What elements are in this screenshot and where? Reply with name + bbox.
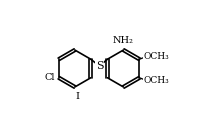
- Text: S: S: [96, 61, 103, 71]
- Text: OCH₃: OCH₃: [144, 52, 169, 61]
- Text: I: I: [76, 92, 80, 102]
- Text: Cl: Cl: [44, 73, 55, 82]
- Text: NH₂: NH₂: [113, 35, 134, 45]
- Text: OCH₃: OCH₃: [144, 76, 169, 85]
